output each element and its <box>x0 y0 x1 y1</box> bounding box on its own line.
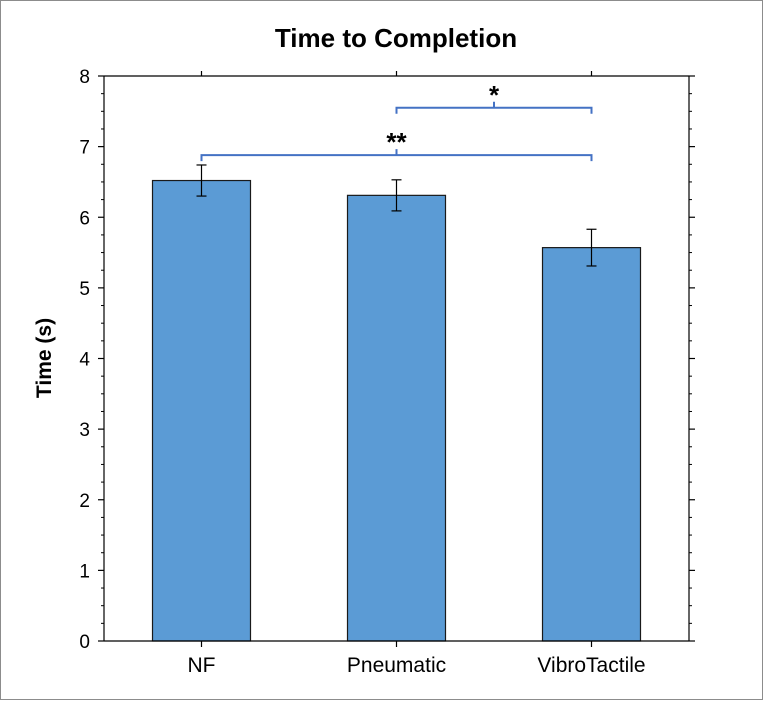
y-tick-label: 3 <box>79 420 90 441</box>
y-tick-label: 4 <box>79 350 90 371</box>
y-tick-label: 5 <box>79 279 90 300</box>
y-tick-label: 7 <box>79 138 90 159</box>
chart-title: Time to Completion <box>275 23 517 53</box>
x-tick-label-pneumatic: Pneumatic <box>347 654 446 677</box>
x-tick-label-vibrotactile: VibroTactile <box>537 654 645 677</box>
y-tick-label: 2 <box>79 491 90 512</box>
y-tick-label: 6 <box>79 208 90 229</box>
x-tick-label-nf: NF <box>188 654 216 677</box>
y-tick-label: 0 <box>79 632 90 653</box>
bar-nf <box>151 179 252 642</box>
significance-bracket <box>200 149 593 162</box>
bar-vibrotactile <box>541 247 642 642</box>
significance-label: ** <box>386 127 407 157</box>
y-axis-label: Time (s) <box>33 318 56 398</box>
significance-label: * <box>489 80 500 110</box>
significance-bracket <box>395 101 593 114</box>
bar-pneumatic <box>346 194 447 642</box>
y-tick-label: 8 <box>79 67 90 88</box>
y-tick-label: 1 <box>79 561 90 582</box>
